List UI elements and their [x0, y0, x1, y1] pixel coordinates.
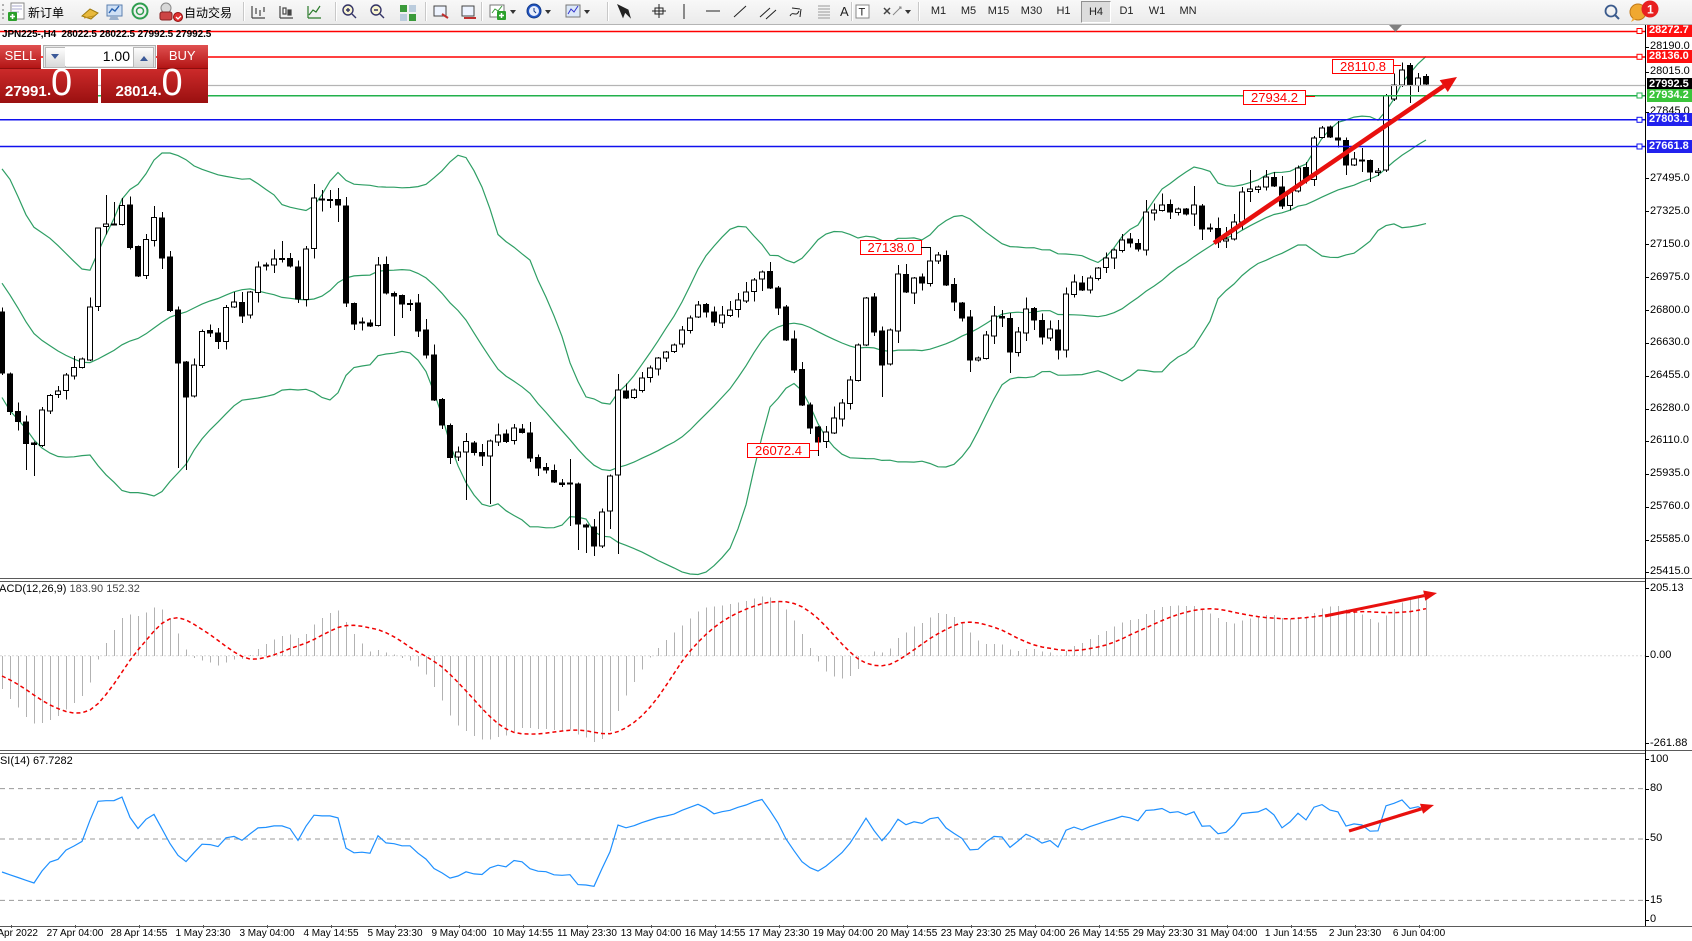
svg-text:1: 1 — [1647, 3, 1654, 17]
svg-text:A: A — [840, 4, 849, 19]
svg-text:T: T — [859, 7, 866, 19]
